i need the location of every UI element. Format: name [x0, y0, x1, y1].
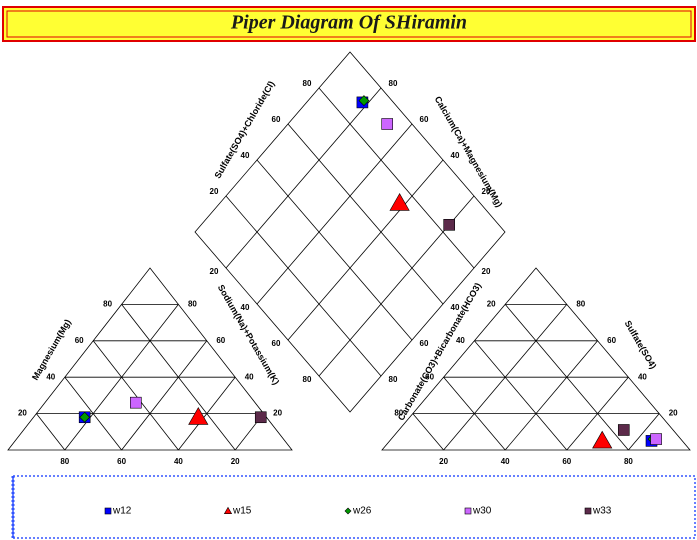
grid-line	[412, 413, 444, 451]
cation-point	[79, 411, 91, 423]
axis-label: Carbonate(CO3)+Bicarbonate(HCO3)	[396, 281, 483, 422]
grid-line	[566, 376, 629, 451]
tick-label: 80	[394, 409, 403, 418]
tick-label: 60	[420, 339, 429, 348]
title-bar	[2, 6, 696, 42]
tick-label: 20	[669, 409, 678, 418]
anion-point	[617, 424, 630, 436]
grid-line	[225, 87, 382, 269]
diamond-point	[389, 192, 410, 211]
legend-label: w12	[112, 506, 132, 517]
legend-marker	[464, 507, 472, 515]
title-bar-inner	[6, 10, 692, 38]
grid-line	[287, 123, 444, 305]
tick-label: 40	[46, 372, 55, 381]
tick-label: 40	[638, 372, 647, 381]
grid-line	[92, 340, 179, 451]
grid-line	[36, 413, 66, 451]
tick-label: 40	[174, 457, 183, 466]
tick-label: 40	[241, 151, 250, 160]
tick-label: 20	[482, 267, 491, 276]
tick-label: 20	[210, 187, 219, 196]
cation-triangle	[7, 267, 293, 451]
tick-label: 80	[188, 300, 197, 309]
tick-label: 60	[272, 339, 281, 348]
cation-point	[130, 396, 142, 409]
tick-label: 80	[576, 300, 585, 309]
diamond	[194, 51, 506, 413]
tick-label: 80	[624, 457, 633, 466]
grid-line	[256, 123, 413, 305]
tick-label: 40	[501, 457, 510, 466]
tick-label: 20	[210, 267, 219, 276]
tick-label: 60	[272, 115, 281, 124]
anion-point	[592, 430, 613, 449]
tick-label: 60	[117, 457, 126, 466]
diamond-point	[358, 95, 370, 107]
tick-label: 80	[389, 375, 398, 384]
legend-label: w26	[352, 506, 372, 517]
legend-box	[12, 475, 696, 539]
tick-label: 60	[562, 457, 571, 466]
legend-marker	[223, 506, 233, 515]
legend-marker	[344, 507, 352, 515]
grid-line	[443, 376, 506, 451]
grid-line	[628, 413, 660, 451]
tick-label: 60	[607, 336, 616, 345]
tick-label: 60	[216, 336, 225, 345]
grid-line	[64, 376, 122, 451]
grid-line	[121, 340, 208, 451]
tick-label: 20	[439, 457, 448, 466]
legend-label: w30	[472, 506, 492, 517]
tick-label: 80	[303, 79, 312, 88]
tick-label: 80	[103, 300, 112, 309]
tick-label: 20	[273, 409, 282, 418]
grid-line	[178, 376, 236, 451]
tick-label: 20	[482, 187, 491, 196]
axis-label: Sulfate(SO4)+Chloride(Cl)	[212, 79, 276, 180]
cation-point	[254, 411, 267, 424]
legend-marker	[584, 507, 592, 515]
tick-label: 60	[420, 115, 429, 124]
axis-label: Calcium(Ca)+Magnesium(Mg)	[433, 95, 505, 209]
grid-line	[287, 159, 444, 341]
tick-label: 40	[456, 336, 465, 345]
tick-label: 20	[18, 409, 27, 418]
tick-label: 80	[60, 457, 69, 466]
tick-label: 40	[451, 151, 460, 160]
legend-label: w33	[592, 506, 612, 517]
axis-label: Sodium(Na)+Potassium(K)	[216, 283, 282, 387]
diamond-point	[443, 219, 456, 231]
legend-label: w15	[232, 506, 252, 517]
grid-line	[474, 340, 568, 451]
legend-marker	[104, 507, 112, 515]
chart-title: Piper Diagram Of SHiramin	[230, 12, 467, 34]
tick-label: 60	[425, 372, 434, 381]
tick-label: 80	[389, 79, 398, 88]
grid-line	[504, 340, 598, 451]
axis-label: Sulfate(SO4)	[623, 319, 659, 371]
tick-label: 80	[303, 375, 312, 384]
grid-line	[256, 159, 413, 341]
tick-label: 20	[231, 457, 240, 466]
tick-label: 20	[487, 300, 496, 309]
tick-label: 40	[241, 303, 250, 312]
tick-label: 40	[451, 303, 460, 312]
diamond-point	[381, 118, 394, 130]
cation-point	[188, 407, 209, 425]
anion-point	[650, 433, 662, 445]
anion-triangle	[381, 267, 691, 451]
grid-line	[225, 195, 382, 377]
grid-line	[318, 87, 475, 269]
tick-label: 60	[75, 336, 84, 345]
tick-label: 40	[245, 372, 254, 381]
